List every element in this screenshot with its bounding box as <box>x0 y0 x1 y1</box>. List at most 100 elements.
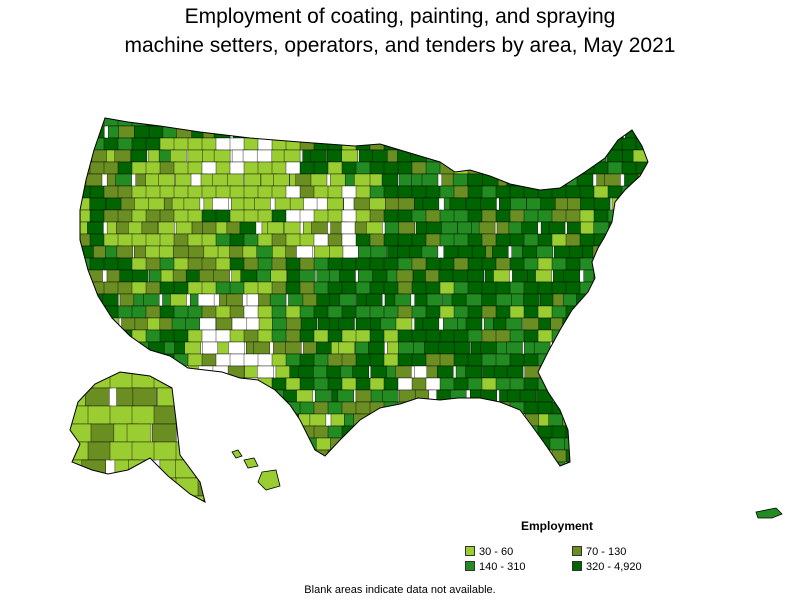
alaska-area-17 <box>131 405 157 425</box>
conus-area-439 <box>341 233 359 247</box>
conus-area-951 <box>453 377 471 391</box>
conus-area-319 <box>422 197 440 211</box>
conus-area-1039 <box>509 401 527 415</box>
alaska-area-13 <box>202 387 205 407</box>
conus-area-281 <box>481 185 499 199</box>
conus-area-462 <box>80 245 94 259</box>
conus-area-1166 <box>523 437 540 451</box>
conus-area-34 <box>551 118 569 127</box>
conus-area-412 <box>548 221 566 235</box>
conus-area-622 <box>551 281 569 295</box>
conus-area-866 <box>439 353 457 367</box>
conus-area-515 <box>229 257 247 271</box>
conus-area-979 <box>259 389 276 403</box>
conus-area-908 <box>437 365 454 379</box>
conus-area-891 <box>197 365 215 379</box>
conus-area-125 <box>650 138 666 150</box>
conus-area-441 <box>369 233 387 247</box>
conus-area-479 <box>313 245 331 259</box>
conus-area-776 <box>355 329 373 343</box>
conus-area-795 <box>621 329 639 343</box>
conus-area-617 <box>481 281 499 295</box>
conus-area-674 <box>103 305 121 319</box>
conus-area-1248 <box>499 461 516 466</box>
conus-area-861 <box>369 353 387 367</box>
conus-area-468 <box>158 245 176 259</box>
conus-area-955 <box>509 377 527 391</box>
conus-area-40 <box>635 118 648 127</box>
conus-area-750 <box>577 317 594 331</box>
conus-area-153 <box>453 149 470 163</box>
conus-area-331 <box>593 197 611 211</box>
conus-area-625 <box>593 281 611 295</box>
conus-area-1159 <box>426 437 444 451</box>
conus-area-534 <box>495 257 513 271</box>
conus-area-752 <box>610 317 628 331</box>
conus-area-92 <box>187 137 205 151</box>
conus-area-633 <box>119 293 137 307</box>
conus-area-70 <box>467 125 484 139</box>
conus-area-1091 <box>647 413 648 427</box>
conus-area-1256 <box>604 461 621 466</box>
conus-area-507 <box>117 257 135 271</box>
conus-area-1037 <box>481 401 499 415</box>
conus-area-1200 <box>411 449 429 463</box>
alaska-area-47 <box>175 477 201 497</box>
conus-area-227 <box>310 173 328 187</box>
conus-area-856 <box>299 353 317 367</box>
conus-area-704 <box>523 305 541 319</box>
conus-area-226 <box>295 173 313 187</box>
conus-area-746 <box>522 317 539 331</box>
conus-area-71 <box>485 125 502 139</box>
conus-area-167 <box>650 150 666 162</box>
conus-area-272 <box>355 185 373 199</box>
conus-area-1245 <box>451 461 469 466</box>
conus-area-737 <box>395 317 413 331</box>
conus-area-426 <box>159 233 177 247</box>
conus-area-1018 <box>215 401 233 415</box>
conus-area-342 <box>159 209 177 223</box>
conus-area-257 <box>145 185 163 199</box>
conus-area-724 <box>215 317 233 331</box>
conus-area-765 <box>201 329 219 343</box>
conus-area-93 <box>201 137 219 151</box>
conus-area-946 <box>383 377 401 391</box>
conus-area-767 <box>229 329 247 343</box>
conus-area-444 <box>411 233 429 247</box>
conus-area-1040 <box>523 401 541 415</box>
conus-area-757 <box>89 329 107 343</box>
alaska-area-27 <box>196 423 205 443</box>
conus-area-1172 <box>604 437 622 451</box>
conus-area-858 <box>327 353 345 367</box>
conus-area-687 <box>285 305 303 319</box>
conus-area-265 <box>257 185 275 199</box>
conus-area-686 <box>271 305 289 319</box>
conus-area-913 <box>506 365 524 379</box>
conus-area-1063 <box>256 413 273 427</box>
conus-area-436 <box>299 233 317 247</box>
conus-area-160 <box>551 149 568 163</box>
conus-area-1114 <box>383 425 401 439</box>
conus-area-351 <box>285 209 303 223</box>
conus-area-697 <box>425 305 443 319</box>
conus-area-788 <box>523 329 541 343</box>
conus-area-478 <box>296 245 313 259</box>
conus-area-325 <box>510 197 527 211</box>
conus-area-47 <box>148 125 166 139</box>
conus-area-333 <box>624 197 641 211</box>
conus-area-1110 <box>327 425 345 439</box>
conus-area-204 <box>579 161 597 175</box>
conus-area-771 <box>285 329 303 343</box>
conus-area-279 <box>453 185 471 199</box>
conus-area-829 <box>506 341 523 355</box>
conus-area-525 <box>369 257 387 271</box>
conus-area-773 <box>313 329 331 343</box>
conus-area-595 <box>173 281 191 295</box>
conus-area-56 <box>269 125 286 139</box>
conus-area-1212 <box>579 449 597 463</box>
conus-area-1223 <box>144 461 161 466</box>
conus-area-778 <box>383 329 401 343</box>
conus-area-321 <box>449 197 467 211</box>
conus-area-1035 <box>453 401 471 415</box>
conus-area-700 <box>467 305 485 319</box>
